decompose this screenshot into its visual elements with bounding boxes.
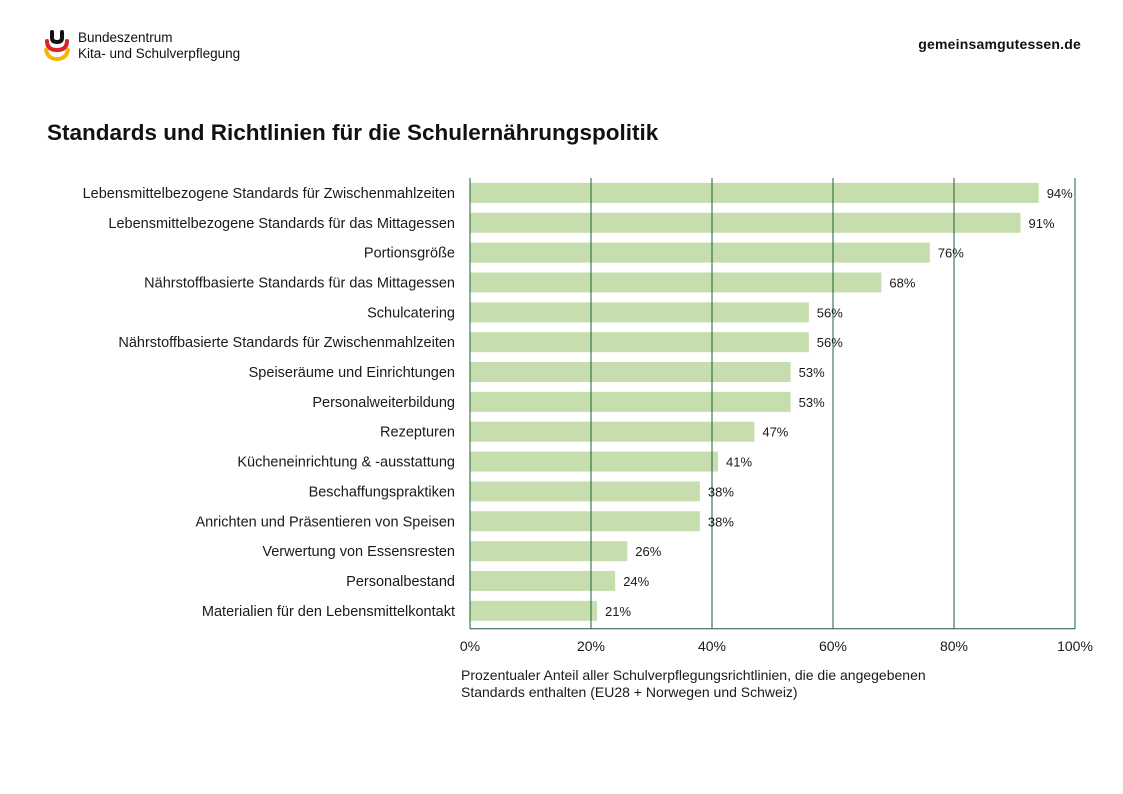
category-label: Personalbestand [346,574,455,590]
bar [470,600,598,621]
category-label: Anrichten und Präsentieren von Speisen [195,514,455,530]
bar [470,242,930,263]
data-label: 56% [817,305,843,320]
data-label: 56% [817,335,843,350]
logo-line-1: Bundeszentrum [78,30,173,45]
category-label: Kücheneinrichtung & -ausstattung [237,455,455,471]
category-label: Schulcatering [367,305,455,321]
category-label: Verwertung von Essensresten [262,544,455,560]
x-tick-label: 60% [819,638,847,654]
data-label: 24% [623,574,649,589]
x-tick-label: 100% [1057,638,1093,654]
data-label: 41% [726,455,752,470]
bar [470,541,628,562]
data-label: 38% [708,514,734,529]
bar [470,421,755,442]
x-axis-label-line-1: Prozentualer Anteil aller Schulverpflegu… [461,667,926,683]
category-label: Personalweiterbildung [312,395,455,411]
bar [470,511,700,532]
x-tick-label: 80% [940,638,968,654]
category-label: Nährstoffbasierte Standards für Zwischen… [118,335,455,351]
logo: Bundeszentrum Kita- und Schulverpflegung [44,30,240,62]
x-axis-label: Prozentualer Anteil aller Schulverpflegu… [461,667,1021,701]
bar [470,451,719,472]
data-label: 53% [799,395,825,410]
data-label: 68% [889,275,915,290]
bar [470,481,700,502]
category-label: Rezepturen [380,425,455,441]
category-label: Nährstoffbasierte Standards für das Mitt… [144,275,455,291]
logo-line-2: Kita- und Schulverpflegung [78,46,241,61]
bar [470,272,882,293]
bar [470,302,809,323]
chart-title: Standards und Richtlinien für die Schule… [47,120,659,145]
bundeszentrum-logo-icon [44,30,70,62]
category-label: Lebensmittelbezogene Standards für Zwisc… [83,186,455,202]
bar [470,212,1021,233]
data-label: 91% [1029,216,1055,231]
data-label: 53% [799,365,825,380]
data-label: 21% [605,604,631,619]
category-label: Beschaffungspraktiken [309,484,455,500]
x-tick-label: 0% [460,638,480,654]
data-label: 38% [708,484,734,499]
bar [470,362,791,383]
bar [470,332,809,353]
data-label: 26% [635,544,661,559]
category-label: Materialien für den Lebensmittelkontakt [202,604,455,620]
bar [470,182,1039,203]
data-label: 94% [1047,186,1073,201]
site-url[interactable]: gemeinsamgutessen.de [918,36,1081,52]
bar [470,391,791,412]
data-label: 76% [938,246,964,261]
x-tick-label: 40% [698,638,726,654]
category-label: Speiseräume und Einrichtungen [249,365,455,381]
x-tick-label: 20% [577,638,605,654]
category-label: Lebensmittelbezogene Standards für das M… [108,216,455,232]
x-axis-label-line-2: Standards enthalten (EU28 + Norwegen und… [461,684,798,700]
category-label: Portionsgröße [364,246,455,262]
data-label: 47% [762,425,788,440]
bar [470,570,616,591]
